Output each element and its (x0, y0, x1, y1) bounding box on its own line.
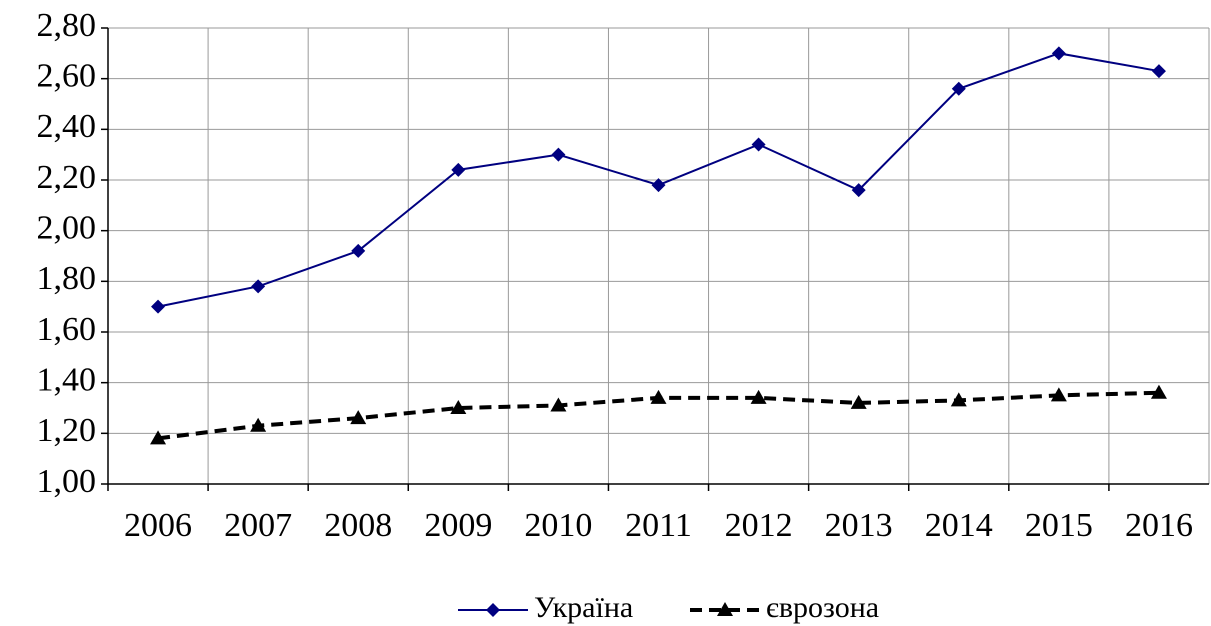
x-tick-label: 2006 (124, 507, 192, 544)
marker (1151, 64, 1166, 79)
x-tick-label: 2010 (524, 507, 592, 544)
marker (551, 147, 566, 162)
y-tick-label: 2,20 (37, 159, 97, 196)
marker (850, 394, 867, 409)
marker (151, 299, 166, 314)
y-tick-label: 1,20 (37, 412, 97, 449)
x-tick-label: 2009 (424, 507, 492, 544)
marker (651, 178, 666, 193)
legend: Україна єврозона (458, 591, 879, 624)
legend-label: єврозона (766, 591, 879, 624)
marker (550, 397, 567, 412)
x-tick-label: 2011 (625, 507, 692, 544)
marker (250, 417, 267, 432)
y-tick-label: 1,80 (37, 260, 97, 297)
x-tick-label: 2013 (825, 507, 893, 544)
x-tick-label: 2012 (725, 507, 793, 544)
x-tick-label: 2007 (224, 507, 292, 544)
y-tick-label: 2,00 (37, 209, 97, 246)
y-tick-label: 1,40 (37, 361, 97, 398)
marker (450, 400, 467, 414)
marker (451, 162, 466, 177)
y-tick-label: 1,00 (37, 463, 97, 500)
marker (751, 137, 766, 152)
marker (251, 279, 266, 294)
marker (650, 389, 667, 404)
y-tick-label: 2,80 (37, 7, 97, 44)
legend-label: Україна (534, 591, 633, 624)
marker (1050, 387, 1067, 402)
marker (1150, 384, 1167, 399)
y-tick-label: 2,60 (37, 57, 97, 94)
marker (950, 392, 967, 407)
marker (717, 602, 733, 616)
marker (750, 389, 767, 404)
marker (951, 81, 966, 96)
y-tick-label: 1,60 (37, 311, 97, 348)
x-tick-label: 2008 (324, 507, 392, 544)
x-tick-label: 2016 (1125, 507, 1193, 544)
y-tick-label: 2,40 (37, 108, 97, 145)
x-tick-label: 2014 (925, 507, 993, 544)
marker (851, 183, 866, 198)
marker (350, 410, 367, 425)
marker (486, 603, 500, 617)
marker (351, 243, 366, 258)
marker (150, 430, 167, 445)
x-tick-label: 2015 (1025, 507, 1093, 544)
marker (1051, 46, 1066, 61)
